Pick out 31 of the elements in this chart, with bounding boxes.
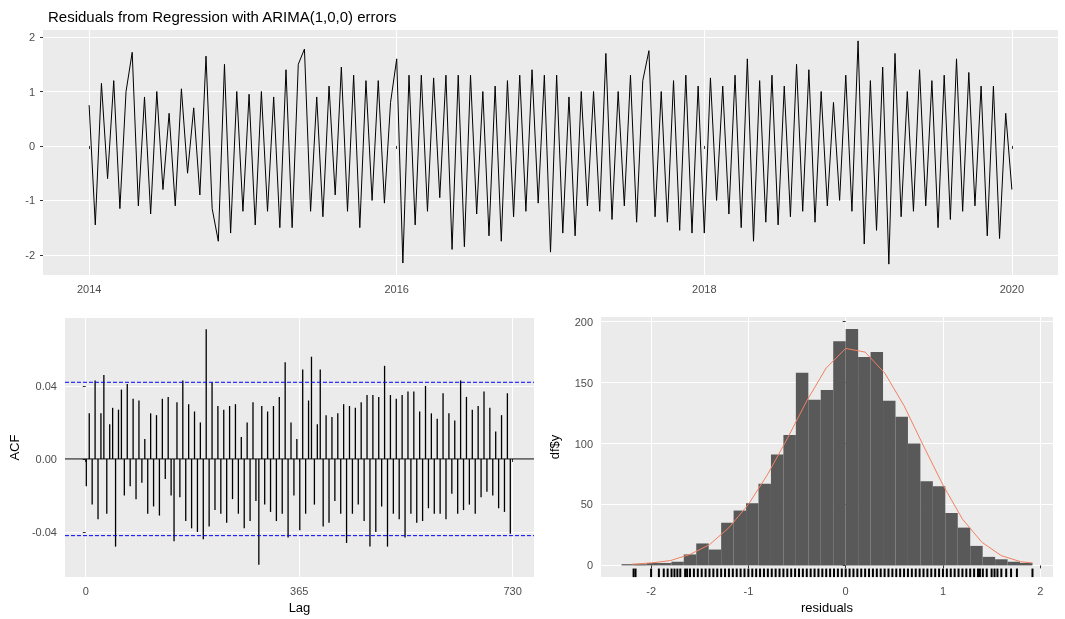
y-tick-label: 2 [28,31,35,44]
y-tick-label: 0 [586,559,593,572]
y-axis-title: ACF [7,434,22,461]
x-tick-label: 2016 [384,282,409,295]
line-series [88,40,1013,265]
x-axis-title: residuals [800,600,854,615]
y-tick-label: 100 [574,437,593,450]
x-tick-label: 0 [842,584,849,597]
y-tick-label: -0.04 [31,526,57,538]
x-tick-label: -1 [743,584,754,597]
x-tick-label: 1 [939,584,947,597]
y-tick-label: 150 [574,376,593,389]
y-axis-title: df$y [547,434,562,460]
x-tick-label: 365 [290,584,309,597]
y-tick-label: 0.00 [35,452,57,465]
x-axis-title: Lag [288,600,311,615]
x-tick-label: 2018 [692,282,717,295]
y-tick-label: 1 [28,85,35,98]
x-tick-label: 730 [503,584,522,597]
y-tick-label: -1 [25,194,35,207]
chart-title: Residuals from Regression with ARIMA(1,0,0) errors [48,8,397,25]
x-tick-label: 2020 [999,282,1025,295]
y-tick-label: -2 [25,248,35,261]
y-tick-label: 200 [574,315,593,328]
y-tick-label: 0 [28,139,35,152]
x-tick-label: 2 [1037,584,1044,597]
y-tick-label: 0.04 [35,379,57,392]
y-tick-label: 50 [580,498,593,511]
x-tick-label: 0 [82,584,89,597]
x-tick-label: 2014 [76,282,102,295]
x-tick-label: -2 [646,584,656,597]
